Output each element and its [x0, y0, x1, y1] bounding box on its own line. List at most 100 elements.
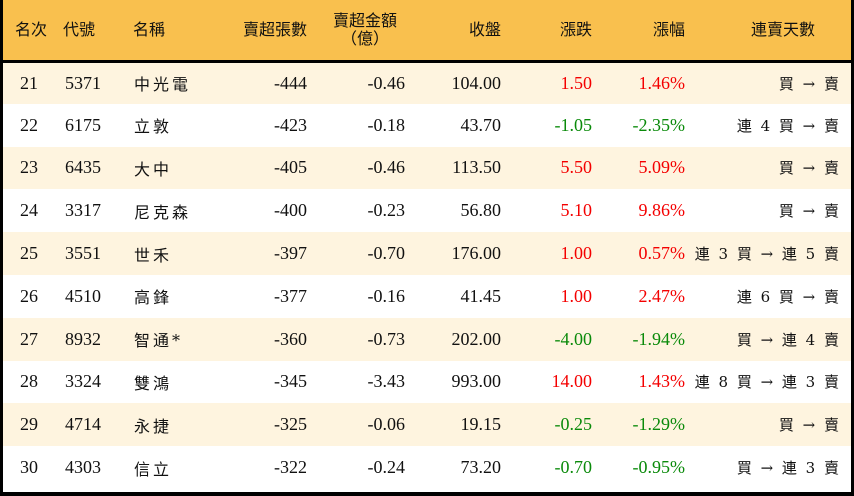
cell-change-pct: -2.35% — [632, 114, 686, 135]
cell-net-sell-shares: -423 — [274, 114, 307, 135]
table-row: 27 8932 智通* -360 -0.73 202.00 -4.00 -1.9… — [3, 317, 851, 361]
table-row: 23 6435 大中 -405 -0.46 113.50 5.50 5.09% … — [3, 146, 851, 190]
cell-net-sell-shares: -444 — [274, 72, 307, 93]
cell-net-sell-amount: -0.73 — [367, 328, 406, 349]
cell-name: 尼克森 — [134, 202, 192, 222]
cell-change-pct: 1.43% — [638, 371, 686, 392]
cell-change-pct: 2.47% — [638, 285, 686, 306]
cell-net-sell-shares: -397 — [274, 243, 307, 264]
cell-name: 世禾 — [134, 245, 173, 265]
cell-code: 4714 — [65, 414, 101, 435]
cell-change-pct: 1.46% — [638, 72, 686, 93]
cell-code: 3551 — [65, 243, 101, 264]
header-net-sell-amount-unit: （億） — [340, 28, 389, 48]
cell-close: 56.80 — [460, 200, 502, 221]
cell-streak: 買 → 賣 — [778, 416, 841, 435]
cell-net-sell-amount: -0.24 — [367, 457, 406, 478]
cell-name: 大中 — [134, 159, 173, 179]
cell-close: 19.15 — [460, 414, 502, 435]
cell-change: 1.00 — [560, 285, 593, 306]
cell-net-sell-amount: -0.16 — [367, 285, 406, 306]
cell-net-sell-shares: -360 — [274, 328, 307, 349]
cell-change: -0.70 — [554, 457, 593, 478]
cell-name: 智通* — [134, 331, 184, 351]
cell-code: 6175 — [65, 114, 101, 135]
header-net-sell-shares: 賣超張數 — [215, 0, 313, 63]
cell-name: 立敦 — [134, 117, 173, 137]
cell-close: 43.70 — [460, 114, 502, 135]
table-row: 26 4510 高鋒 -377 -0.16 41.45 1.00 2.47% 連… — [3, 274, 851, 318]
cell-streak: 買 → 賣 — [778, 202, 841, 221]
header-name: 名稱 — [133, 0, 215, 63]
cell-rank: 23 — [20, 157, 38, 178]
cell-change: -1.05 — [554, 114, 593, 135]
table-row: 29 4714 永捷 -325 -0.06 19.15 -0.25 -1.29%… — [3, 403, 851, 447]
cell-streak: 連 4 買 → 賣 — [736, 116, 841, 135]
cell-rank: 27 — [20, 328, 38, 349]
table-header-row: 名次 代號 名稱 賣超張數 賣超金額 （億） 收盤 漲跌 漲幅 連賣天數 — [3, 0, 851, 63]
header-close: 收盤 — [411, 0, 505, 63]
cell-rank: 21 — [20, 72, 38, 93]
cell-name: 永捷 — [134, 416, 173, 436]
cell-net-sell-amount: -0.06 — [367, 414, 406, 435]
cell-change: -0.25 — [554, 414, 593, 435]
cell-net-sell-amount: -0.23 — [367, 200, 406, 221]
cell-net-sell-shares: -325 — [274, 414, 307, 435]
cell-change: 5.50 — [560, 157, 593, 178]
cell-change: 14.00 — [551, 371, 593, 392]
cell-rank: 25 — [20, 243, 38, 264]
table-row: 25 3551 世禾 -397 -0.70 176.00 1.00 0.57% … — [3, 232, 851, 275]
cell-code: 3317 — [65, 200, 101, 221]
cell-code: 4303 — [65, 457, 101, 478]
cell-streak: 買 → 連 3 賣 — [736, 459, 841, 478]
cell-change-pct: 0.57% — [638, 243, 686, 264]
cell-close: 41.45 — [460, 285, 502, 306]
cell-streak: 連 6 買 → 賣 — [736, 287, 841, 306]
header-net-sell-amount: 賣超金額 （億） — [313, 0, 411, 63]
table-row: 22 6175 立敦 -423 -0.18 43.70 -1.05 -2.35%… — [3, 103, 851, 147]
cell-change: 1.00 — [560, 243, 593, 264]
table-row: 21 5371 中光電 -444 -0.46 104.00 1.50 1.46%… — [3, 61, 851, 104]
cell-net-sell-amount: -0.46 — [367, 72, 406, 93]
cell-net-sell-shares: -405 — [274, 157, 307, 178]
cell-code: 3324 — [65, 371, 101, 392]
table-row: 28 3324 雙鴻 -345 -3.43 993.00 14.00 1.43%… — [3, 360, 851, 404]
cell-change: 1.50 — [560, 72, 593, 93]
cell-rank: 26 — [20, 285, 38, 306]
cell-net-sell-amount: -0.18 — [367, 114, 406, 135]
cell-change-pct: 5.09% — [638, 157, 686, 178]
table-row: 24 3317 尼克森 -400 -0.23 56.80 5.10 9.86% … — [3, 189, 851, 233]
cell-code: 6435 — [65, 157, 101, 178]
cell-code: 4510 — [65, 285, 101, 306]
cell-streak: 買 → 賣 — [778, 159, 841, 178]
net-sell-ranking-table: 名次 代號 名稱 賣超張數 賣超金額 （億） 收盤 漲跌 漲幅 連賣天數 21 … — [3, 0, 851, 489]
cell-name: 高鋒 — [134, 288, 173, 308]
cell-net-sell-shares: -322 — [274, 457, 307, 478]
cell-code: 8932 — [65, 328, 101, 349]
header-code: 代號 — [63, 0, 133, 63]
cell-change-pct: -0.95% — [632, 457, 686, 478]
cell-name: 信立 — [134, 459, 173, 479]
cell-change: 5.10 — [560, 200, 593, 221]
header-streak: 連賣天數 — [685, 0, 851, 63]
cell-net-sell-shares: -400 — [274, 200, 307, 221]
cell-change: -4.00 — [554, 328, 593, 349]
cell-close: 73.20 — [460, 457, 502, 478]
cell-name: 中光電 — [134, 75, 192, 95]
cell-net-sell-shares: -345 — [274, 371, 307, 392]
header-change: 漲跌 — [505, 0, 595, 63]
cell-name: 雙鴻 — [134, 373, 173, 393]
cell-net-sell-amount: -0.70 — [367, 243, 406, 264]
cell-rank: 28 — [20, 371, 38, 392]
cell-streak: 連 8 買 → 連 3 賣 — [694, 373, 841, 392]
cell-net-sell-amount: -0.46 — [367, 157, 406, 178]
cell-close: 202.00 — [451, 328, 502, 349]
cell-streak: 連 3 買 → 連 5 賣 — [694, 245, 841, 264]
cell-net-sell-amount: -3.43 — [367, 371, 406, 392]
cell-change-pct: -1.29% — [632, 414, 686, 435]
cell-streak: 買 → 賣 — [778, 74, 841, 93]
cell-change-pct: -1.94% — [632, 328, 686, 349]
header-change-pct: 漲幅 — [595, 0, 685, 63]
cell-change-pct: 9.86% — [638, 200, 686, 221]
